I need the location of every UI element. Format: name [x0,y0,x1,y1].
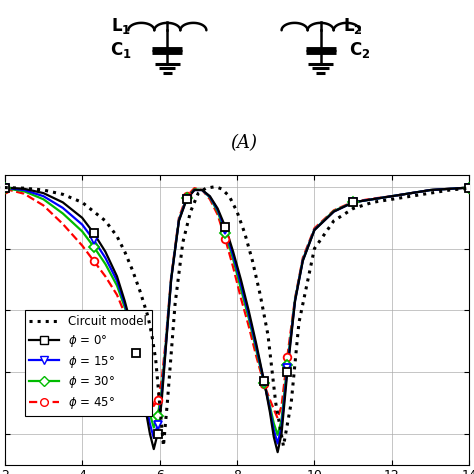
Text: $\mathbf{L_1}$: $\mathbf{L_1}$ [111,16,131,36]
Text: $\mathbf{C_1}$: $\mathbf{C_1}$ [110,39,132,60]
Text: $\mathbf{C_2}$: $\mathbf{C_2}$ [349,39,371,60]
Text: (A): (A) [230,134,257,152]
Legend: Circuit model, $\phi$ = 0$\degree$, $\phi$ = 15$\degree$, $\phi$ = 30$\degree$, : Circuit model, $\phi$ = 0$\degree$, $\ph… [25,310,152,416]
Text: $\mathbf{L_2}$: $\mathbf{L_2}$ [343,16,363,36]
